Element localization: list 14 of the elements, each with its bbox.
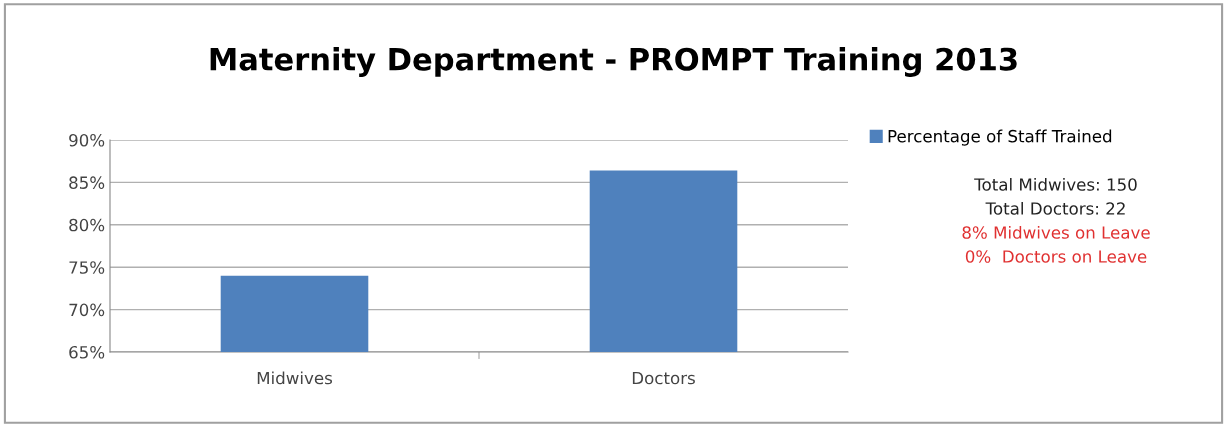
x-tick-label: Midwives bbox=[257, 371, 333, 385]
y-tick-label: 90% bbox=[69, 133, 105, 147]
text: 0% Doctors on Leave bbox=[965, 250, 1147, 263]
chart-title: Maternity Department - PROMPT Training 2013 bbox=[210, 47, 1017, 77]
text: Total Doctors: 22 bbox=[985, 201, 1125, 215]
y-tick-label: 70% bbox=[69, 303, 105, 317]
y-tick-label: 65% bbox=[69, 345, 105, 359]
y-tick-label: 85% bbox=[69, 176, 105, 189]
x-tick-label: Doctors bbox=[632, 371, 695, 385]
y-tick-label: 75% bbox=[69, 261, 105, 274]
legend-label: Percentage of Staff Trained bbox=[888, 129, 1112, 146]
text: 8% Midwives on Leave bbox=[962, 225, 1150, 239]
text: Total Midwives: 150 bbox=[974, 177, 1137, 191]
y-tick-label: 80% bbox=[69, 218, 105, 232]
